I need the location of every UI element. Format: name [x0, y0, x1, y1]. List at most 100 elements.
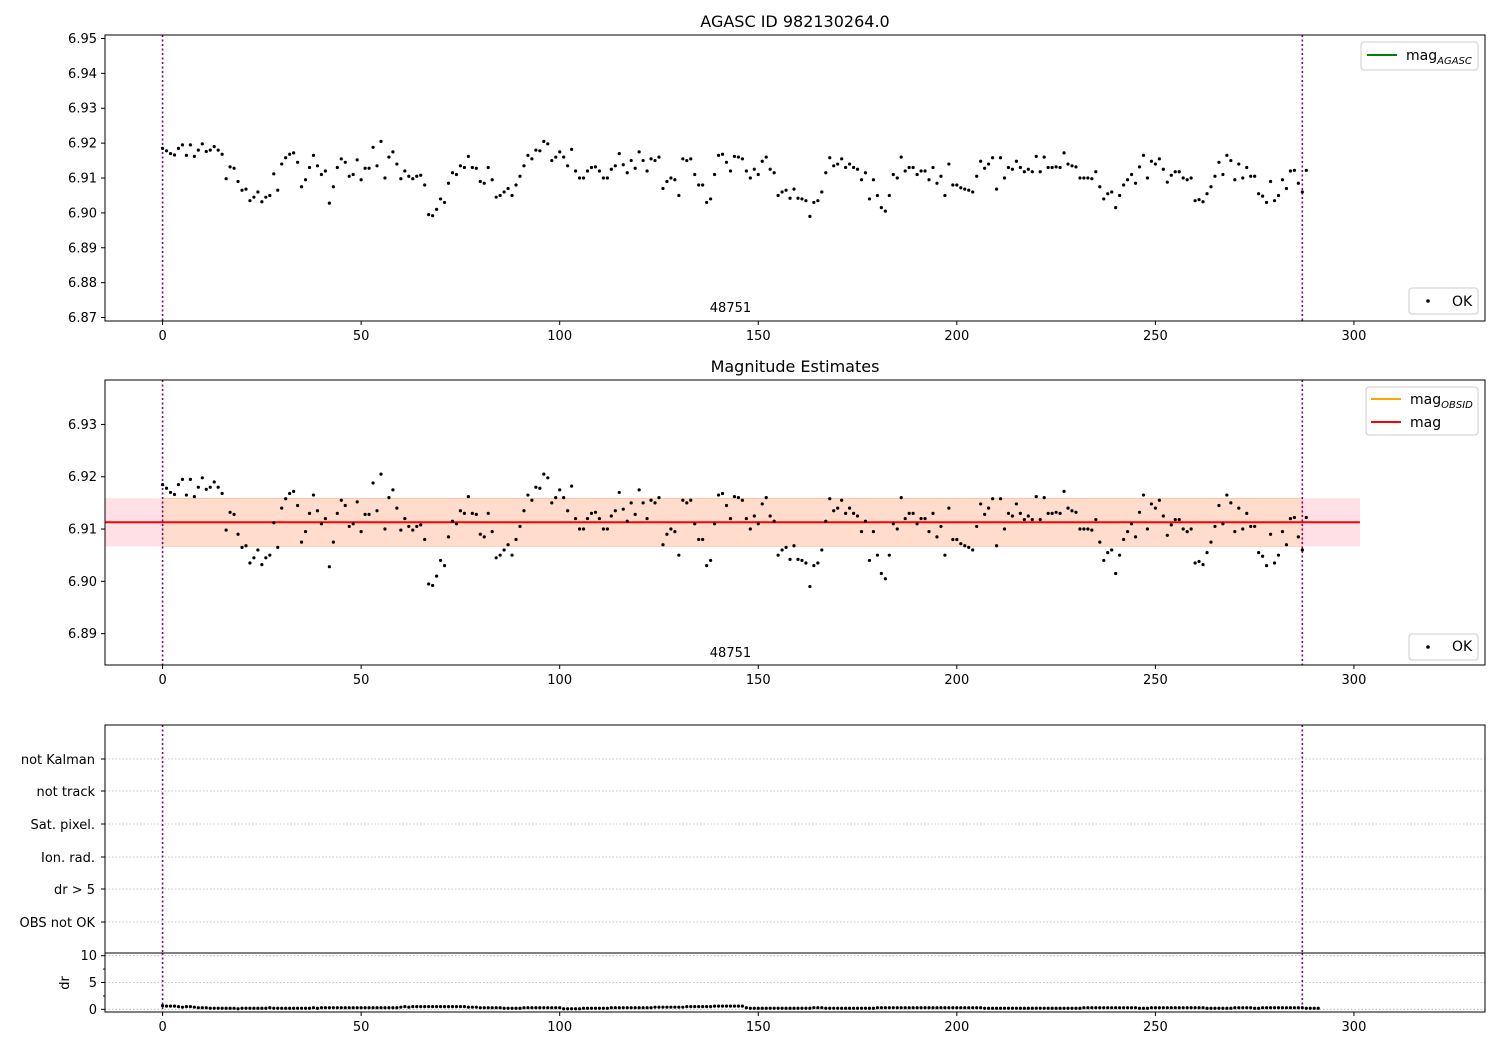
magest-mag-point	[681, 498, 685, 502]
agasc-mag-point	[1304, 168, 1308, 172]
agasc-mag-point	[808, 214, 812, 218]
magest-mag-point	[1268, 532, 1273, 536]
agasc-mag-point	[601, 176, 605, 180]
dr-point	[562, 1007, 566, 1011]
dr-point	[975, 1006, 979, 1010]
dr-point	[327, 1006, 331, 1010]
magest-mag-point	[220, 491, 224, 496]
magest-mag-point	[1253, 524, 1257, 529]
dr-point	[637, 1006, 641, 1010]
magest-mag-point	[1284, 543, 1289, 547]
dr-point	[288, 1006, 292, 1010]
agasc-mag-point	[208, 148, 212, 152]
dr-point	[546, 1006, 550, 1010]
magest-mag-point	[589, 511, 594, 515]
magest-mag-point	[462, 511, 466, 515]
dr-point	[1070, 1006, 1074, 1010]
dr-point	[697, 1005, 701, 1009]
dr-point	[649, 1006, 653, 1010]
dr-xtick-label: 150	[746, 1020, 771, 1035]
magest-mag-point	[768, 514, 772, 518]
dr-point	[494, 1006, 498, 1010]
magest-mag-point	[1237, 506, 1241, 510]
agasc-mag-point	[1253, 174, 1257, 178]
magest-mag-point	[498, 553, 502, 557]
dr-point	[951, 1006, 955, 1010]
magest-mag-point	[915, 522, 919, 526]
magest-mag-point	[581, 527, 586, 531]
dr-point	[1308, 1006, 1312, 1010]
magest-mag-point	[423, 537, 427, 542]
dr-point	[609, 1006, 613, 1010]
agasc-mag-point	[228, 165, 232, 169]
agasc-mag-point	[979, 159, 983, 163]
agasc-mag-point	[1010, 167, 1015, 171]
magest-mag-point	[272, 521, 276, 525]
agasc-mag-point	[1264, 200, 1269, 205]
magest-mag-point	[1149, 502, 1154, 506]
magest-mag-point	[1018, 511, 1022, 515]
dr-point	[1118, 1006, 1122, 1010]
agasc-mag-point	[1141, 153, 1146, 157]
dr-point	[256, 1006, 260, 1010]
dr-point	[748, 1006, 752, 1010]
agasc-mag-point	[764, 155, 768, 159]
magest-mag-point	[538, 486, 542, 490]
agasc-mag-point	[510, 193, 514, 198]
magest-mag-point	[1213, 524, 1217, 529]
agasc-mag-point	[1189, 176, 1193, 180]
magest-mag-point	[526, 493, 530, 497]
magest-mag-point	[637, 488, 641, 492]
dr-point	[339, 1006, 343, 1010]
magest-mag-point	[1062, 489, 1066, 493]
agasc-ytick-label: 6.90	[68, 206, 97, 221]
magest-mag-point	[851, 511, 856, 515]
magest-mag-point	[883, 577, 887, 581]
agasc-mag-point	[1300, 190, 1304, 194]
legend-mag-agasc-label: magAGASC	[1406, 48, 1472, 67]
magest-mag-point	[1249, 524, 1253, 529]
dr-point	[577, 1007, 582, 1011]
magest-mag-point	[446, 535, 451, 539]
magest-mag-point	[788, 557, 792, 561]
dr-point	[554, 1006, 558, 1010]
legend-mag-label: mag	[1410, 415, 1441, 431]
magest-mag-point	[1002, 527, 1007, 531]
agasc-mag-point	[1197, 198, 1201, 202]
agasc-mag-point	[927, 178, 931, 182]
magest-mag-point	[188, 477, 192, 481]
dr-point	[1062, 1006, 1066, 1010]
dr-point	[1253, 1006, 1257, 1010]
magest-mag-point	[570, 484, 574, 488]
magest-mag-point	[276, 545, 280, 549]
magest-mag-point	[784, 545, 788, 549]
agasc-mag-point	[649, 157, 653, 161]
dr-xtick-label: 300	[1342, 1020, 1367, 1035]
dr-point	[768, 1006, 772, 1010]
dr-point	[875, 1006, 880, 1010]
dr-point	[343, 1006, 347, 1010]
magest-mag-point	[1264, 564, 1269, 568]
agasc-ytick-label: 6.88	[68, 276, 97, 291]
agasc-mag-point	[983, 166, 987, 170]
magest-mag-point	[840, 498, 844, 502]
agasc-mag-point	[216, 148, 220, 152]
agasc-mag-point	[395, 162, 399, 166]
agasc-mag-point	[581, 176, 586, 180]
agasc-mag-point	[780, 190, 784, 194]
agasc-mag-point	[836, 162, 840, 166]
agasc-mag-point	[272, 172, 276, 176]
dr-point	[359, 1006, 363, 1010]
dr-point	[828, 1006, 832, 1010]
dr-point	[506, 1006, 510, 1010]
agasc-mag-point	[891, 172, 895, 177]
magest-mag-point	[979, 502, 983, 506]
dr-point	[164, 1004, 169, 1008]
agasc-mag-point	[1090, 177, 1094, 181]
magest-mag-point	[502, 548, 506, 552]
magest-mag-point	[673, 530, 677, 534]
dr-point	[665, 1005, 669, 1009]
dr-point	[534, 1006, 538, 1010]
dr-point	[836, 1006, 840, 1010]
agasc-mag-point	[331, 185, 335, 189]
